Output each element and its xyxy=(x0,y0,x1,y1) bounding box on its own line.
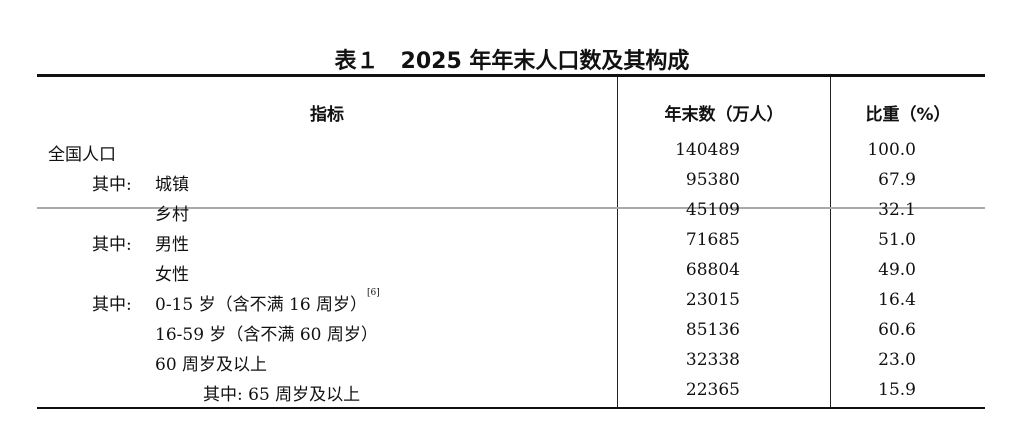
row-label-text: 其中: 65 周岁及以上 xyxy=(203,385,361,405)
row-label-text: 全国人口 xyxy=(48,145,116,165)
row-share: 100.0 xyxy=(867,140,916,160)
row-count: 95380 xyxy=(685,170,740,190)
row-share: 49.0 xyxy=(878,260,916,280)
header-share: 比重（%） xyxy=(865,105,951,125)
table-row: 其中: 城镇 95380 67.9 xyxy=(37,170,985,200)
table-row: 女性 68804 49.0 xyxy=(37,260,985,290)
row-label: 其中: 65 周岁及以上 xyxy=(203,380,360,405)
row-label-text: 60 周岁及以上 xyxy=(155,355,268,375)
column-divider xyxy=(830,77,831,407)
row-share: 15.9 xyxy=(878,380,916,400)
row-label: 60 周岁及以上 xyxy=(155,350,267,375)
table-row: 其中: 65 周岁及以上 22365 15.9 xyxy=(37,380,985,410)
row-count: 85136 xyxy=(685,320,740,340)
table-row: 全国人口 140489 100.0 xyxy=(37,140,985,170)
table-row: 16-59 岁（含不满 60 周岁） 85136 60.6 xyxy=(37,320,985,350)
row-count: 68804 xyxy=(685,260,740,280)
row-count: 32338 xyxy=(685,350,740,370)
column-divider xyxy=(617,77,618,407)
table-title: 表１ 2025 年年末人口数及其构成 xyxy=(334,49,690,74)
header-indicator: 指标 xyxy=(310,105,344,125)
row-prefix: 其中: xyxy=(92,175,132,195)
row-label-text: 男性 xyxy=(155,235,189,255)
row-label-text: 乡村 xyxy=(155,205,189,225)
table-row: 其中: 男性 71685 51.0 xyxy=(37,230,985,260)
row-label: 城镇 xyxy=(155,170,189,195)
row-label: 乡村 xyxy=(155,200,189,225)
row-count: 71685 xyxy=(685,230,740,250)
row-share: 23.0 xyxy=(878,350,916,370)
row-count: 22365 xyxy=(685,380,740,400)
row-label: 0-15 岁（含不满 16 周岁）[6] xyxy=(155,288,380,315)
table-top-rule xyxy=(37,74,985,77)
table-row: 其中: 0-15 岁（含不满 16 周岁）[6] 23015 16.4 xyxy=(37,288,985,320)
row-label: 男性 xyxy=(155,230,189,255)
row-label: 全国人口 xyxy=(48,140,116,165)
table-bottom-rule xyxy=(37,407,985,409)
row-label-text: 城镇 xyxy=(155,175,189,195)
header-rule xyxy=(37,207,985,209)
row-label-text: 女性 xyxy=(155,265,189,285)
table-row: 60 周岁及以上 32338 23.0 xyxy=(37,350,985,380)
row-label-text: 0-15 岁（含不满 16 周岁） xyxy=(155,295,368,315)
row-share: 67.9 xyxy=(878,170,916,190)
row-count: 23015 xyxy=(685,290,740,310)
row-count: 140489 xyxy=(675,140,740,160)
row-share: 32.1 xyxy=(878,200,916,220)
row-label: 16-59 岁（含不满 60 周岁） xyxy=(155,320,378,345)
row-share: 51.0 xyxy=(878,230,916,250)
row-label-text: 16-59 岁（含不满 60 周岁） xyxy=(155,325,378,345)
row-share: 60.6 xyxy=(878,320,916,340)
table-row: 乡村 45109 32.1 xyxy=(37,200,985,230)
row-prefix: 其中: xyxy=(92,235,132,255)
row-count: 45109 xyxy=(685,200,740,220)
header-count: 年末数（万人） xyxy=(664,105,784,125)
row-prefix: 其中: xyxy=(92,295,132,315)
row-label: 女性 xyxy=(155,260,189,285)
row-share: 16.4 xyxy=(878,290,916,310)
footnote-ref: [6] xyxy=(367,288,380,298)
